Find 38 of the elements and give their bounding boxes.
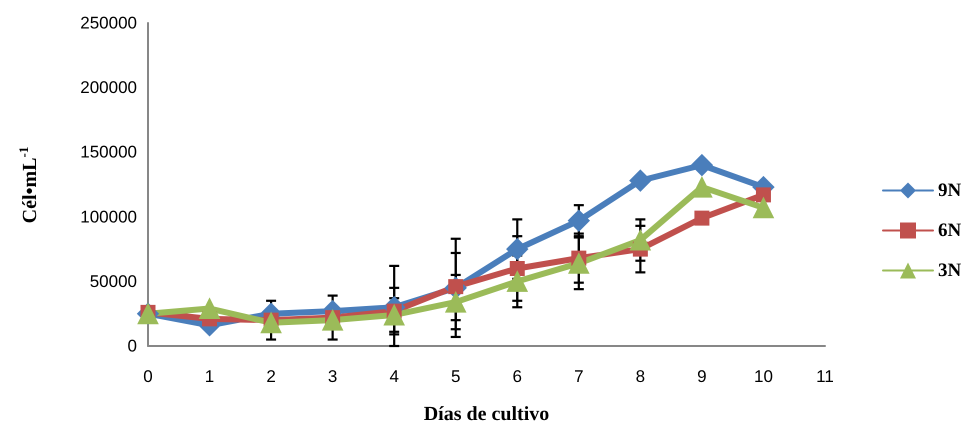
point xyxy=(568,252,590,274)
point xyxy=(630,230,651,251)
x-tick-label: 2 xyxy=(266,367,276,386)
point xyxy=(506,238,528,260)
point xyxy=(756,187,771,202)
legend-label: 3N xyxy=(938,260,962,281)
x-tick-label: 9 xyxy=(697,367,707,386)
point xyxy=(445,292,466,313)
x-tick-label: 4 xyxy=(389,367,399,386)
x-tick-label: 8 xyxy=(636,367,646,386)
point xyxy=(568,210,590,232)
point xyxy=(384,304,405,326)
point xyxy=(322,310,344,331)
x-tick-label: 10 xyxy=(754,367,773,386)
point xyxy=(199,298,220,320)
point xyxy=(260,312,282,334)
point xyxy=(752,197,774,218)
x-tick-label: 3 xyxy=(328,367,338,386)
y-tick-label: 200000 xyxy=(80,78,137,98)
point xyxy=(690,154,713,176)
y-tick-label: 150000 xyxy=(80,142,137,162)
point xyxy=(510,260,525,276)
y-tick-label: 250000 xyxy=(80,14,137,32)
x-tick-label: 1 xyxy=(204,367,214,386)
x-tick-label: 7 xyxy=(574,367,584,386)
x-tick-label: 6 xyxy=(512,367,522,386)
x-tick-label: 11 xyxy=(816,367,834,386)
x-tick-label: 5 xyxy=(450,367,460,386)
y-tick-label: 100000 xyxy=(80,207,137,226)
y-tick-label: 50000 xyxy=(90,272,137,291)
x-tick-label: 0 xyxy=(143,367,153,386)
point xyxy=(694,210,710,226)
y-tick-label: 0 xyxy=(128,336,137,356)
legend-label: 6N xyxy=(938,220,962,241)
x-axis-title: Días de cultivo xyxy=(424,403,550,425)
legend-label: 9N xyxy=(938,180,962,201)
point xyxy=(506,270,528,292)
point xyxy=(629,170,652,192)
